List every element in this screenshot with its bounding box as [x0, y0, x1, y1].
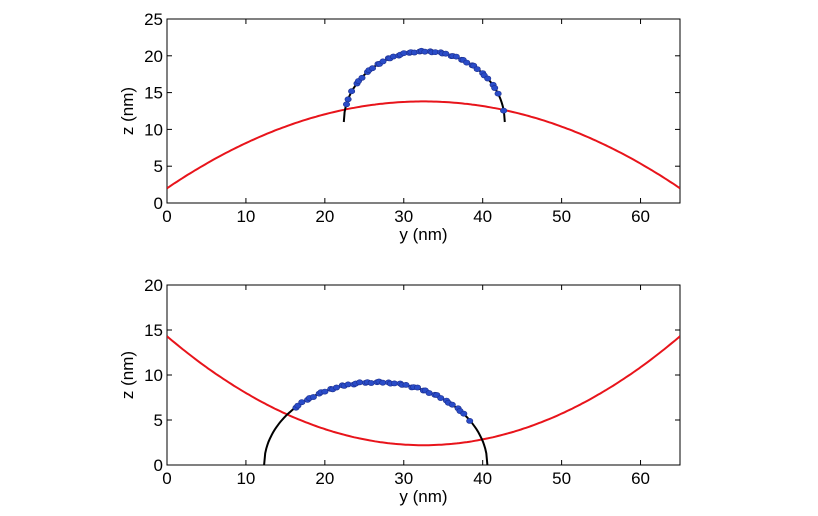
y-tick-label: 25	[144, 10, 163, 29]
data-point	[342, 101, 350, 108]
x-tick-label: 20	[315, 469, 334, 488]
data-point	[390, 380, 398, 387]
data-point	[473, 66, 481, 72]
data-point	[356, 379, 364, 386]
data-point	[463, 59, 471, 66]
data-point	[344, 381, 352, 388]
y-tick-label: 0	[154, 194, 163, 213]
data-point	[358, 74, 366, 81]
y-axis-label: z (nm)	[118, 87, 137, 135]
data-point	[298, 399, 306, 406]
fit-arc-series	[342, 50, 506, 123]
data-point	[437, 395, 445, 401]
plot-frame	[166, 284, 681, 466]
data-point	[368, 65, 376, 72]
data-point	[452, 53, 460, 60]
x-axis-label: y (nm)	[399, 487, 447, 506]
x-tick-label: 30	[394, 207, 413, 226]
data-point	[321, 388, 329, 395]
data-point	[484, 75, 492, 82]
x-tick-label: 10	[236, 207, 255, 226]
y-tick-label: 20	[144, 276, 163, 295]
x-tick-label: 60	[631, 469, 650, 488]
data-point	[332, 384, 340, 391]
data-point	[500, 107, 508, 114]
data-point	[367, 380, 375, 386]
plot-area	[167, 47, 680, 190]
top-panel: 0 10 20 30 40 50 60 0 5 10 15 20 25 y (nm) z (nm)	[118, 10, 681, 244]
large-arc-series	[167, 335, 680, 447]
data-point	[425, 390, 433, 396]
x-tick-label: 40	[473, 207, 492, 226]
y-tick-label: 0	[154, 456, 163, 475]
bottom-panel: 0 10 20 30 40 50 60 0 5 10 15 20 y (nm) z (nm)	[118, 276, 681, 506]
data-point	[448, 401, 456, 408]
y-tick-label: 20	[144, 47, 163, 66]
data-point	[344, 96, 352, 103]
fit-arc-series	[263, 381, 489, 465]
x-tick-label: 0	[162, 469, 171, 488]
x-tick-label: 10	[236, 469, 255, 488]
y-tick-label: 15	[144, 321, 163, 340]
y-axis-label: z (nm)	[118, 351, 137, 399]
x-tick-label: 40	[473, 469, 492, 488]
data-point	[494, 90, 502, 97]
data-point	[460, 410, 468, 417]
data-point	[413, 384, 421, 391]
data-point	[466, 417, 474, 424]
data-point	[348, 88, 356, 95]
x-tick-label: 30	[394, 469, 413, 488]
y-tick-label: 10	[144, 120, 163, 139]
x-tick-label: 60	[631, 207, 650, 226]
y-tick-label: 5	[154, 411, 163, 430]
x-tick-label: 50	[552, 469, 571, 488]
data-point	[379, 379, 387, 386]
x-tick-label: 20	[315, 207, 334, 226]
y-tick-label: 15	[144, 84, 163, 103]
x-tick-label: 50	[552, 207, 571, 226]
plot-frame	[166, 18, 681, 204]
plot-area	[167, 335, 680, 465]
y-tick-label: 5	[154, 157, 163, 176]
y-tick-label: 10	[144, 366, 163, 385]
large-arc-series	[167, 100, 680, 190]
data-point	[402, 381, 410, 388]
data-point	[309, 394, 317, 400]
data-point	[491, 85, 499, 91]
data-point	[379, 58, 387, 65]
x-tick-label: 0	[162, 207, 171, 226]
x-axis-label: y (nm)	[399, 225, 447, 244]
